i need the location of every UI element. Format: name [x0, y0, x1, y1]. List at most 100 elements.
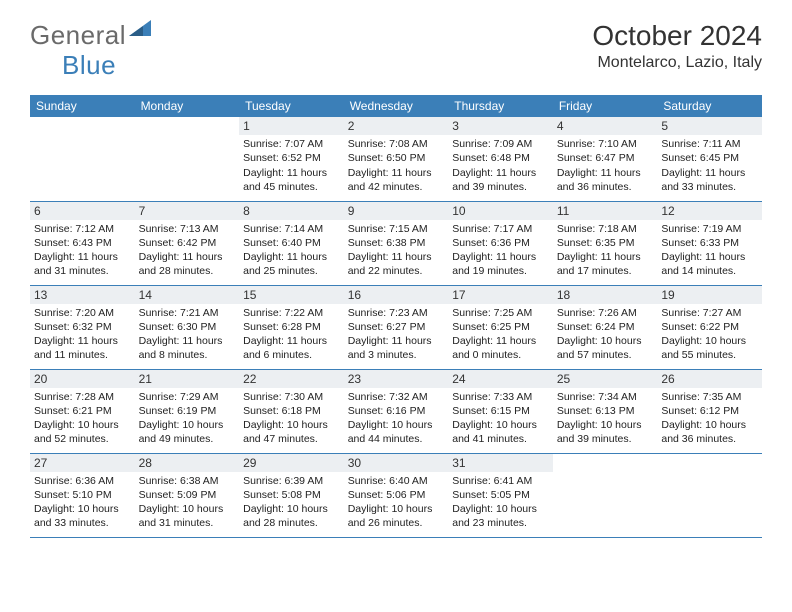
weekday-header-row: Sunday Monday Tuesday Wednesday Thursday…: [30, 95, 762, 117]
sunrise-text: Sunrise: 7:17 AM: [452, 222, 549, 236]
calendar-empty-cell: [553, 453, 658, 537]
daylight-text: and 33 minutes.: [34, 516, 131, 530]
sunrise-text: Sunrise: 7:18 AM: [557, 222, 654, 236]
day-number: 23: [344, 370, 449, 388]
calendar-day-cell: 31Sunrise: 6:41 AMSunset: 5:05 PMDayligh…: [448, 453, 553, 537]
daylight-text: and 25 minutes.: [243, 264, 340, 278]
daylight-text: Daylight: 11 hours: [139, 250, 236, 264]
calendar-day-cell: 23Sunrise: 7:32 AMSunset: 6:16 PMDayligh…: [344, 369, 449, 453]
sunrise-text: Sunrise: 7:10 AM: [557, 137, 654, 151]
calendar-day-cell: 7Sunrise: 7:13 AMSunset: 6:42 PMDaylight…: [135, 201, 240, 285]
sunrise-text: Sunrise: 6:38 AM: [139, 474, 236, 488]
sunrise-text: Sunrise: 7:35 AM: [661, 390, 758, 404]
daylight-text: and 33 minutes.: [661, 180, 758, 194]
daylight-text: Daylight: 10 hours: [34, 502, 131, 516]
sunset-text: Sunset: 5:10 PM: [34, 488, 131, 502]
sunset-text: Sunset: 6:22 PM: [661, 320, 758, 334]
sunset-text: Sunset: 6:42 PM: [139, 236, 236, 250]
daylight-text: and 19 minutes.: [452, 264, 549, 278]
sunset-text: Sunset: 6:36 PM: [452, 236, 549, 250]
daylight-text: and 22 minutes.: [348, 264, 445, 278]
calendar-day-cell: 3Sunrise: 7:09 AMSunset: 6:48 PMDaylight…: [448, 117, 553, 201]
daylight-text: and 36 minutes.: [557, 180, 654, 194]
sunrise-text: Sunrise: 7:14 AM: [243, 222, 340, 236]
sunrise-text: Sunrise: 7:12 AM: [34, 222, 131, 236]
day-number: 21: [135, 370, 240, 388]
daylight-text: Daylight: 11 hours: [661, 166, 758, 180]
sunset-text: Sunset: 6:45 PM: [661, 151, 758, 165]
sunrise-text: Sunrise: 7:22 AM: [243, 306, 340, 320]
sunrise-text: Sunrise: 7:09 AM: [452, 137, 549, 151]
daylight-text: and 44 minutes.: [348, 432, 445, 446]
day-number: 25: [553, 370, 658, 388]
sunset-text: Sunset: 6:13 PM: [557, 404, 654, 418]
calendar-day-cell: 30Sunrise: 6:40 AMSunset: 5:06 PMDayligh…: [344, 453, 449, 537]
sunrise-text: Sunrise: 6:36 AM: [34, 474, 131, 488]
sunset-text: Sunset: 6:43 PM: [34, 236, 131, 250]
sunset-text: Sunset: 6:30 PM: [139, 320, 236, 334]
logo: General: [30, 20, 151, 51]
day-number: 29: [239, 454, 344, 472]
day-number: 18: [553, 286, 658, 304]
daylight-text: Daylight: 11 hours: [557, 166, 654, 180]
daylight-text: and 57 minutes.: [557, 348, 654, 362]
sunrise-text: Sunrise: 6:39 AM: [243, 474, 340, 488]
sunrise-text: Sunrise: 7:28 AM: [34, 390, 131, 404]
day-number: 16: [344, 286, 449, 304]
daylight-text: and 41 minutes.: [452, 432, 549, 446]
weekday-header: Tuesday: [239, 95, 344, 117]
daylight-text: and 55 minutes.: [661, 348, 758, 362]
daylight-text: Daylight: 11 hours: [348, 334, 445, 348]
calendar-week-row: 13Sunrise: 7:20 AMSunset: 6:32 PMDayligh…: [30, 285, 762, 369]
logo-triangle-icon: [129, 12, 151, 43]
daylight-text: and 28 minutes.: [243, 516, 340, 530]
calendar-day-cell: 10Sunrise: 7:17 AMSunset: 6:36 PMDayligh…: [448, 201, 553, 285]
weekday-header: Thursday: [448, 95, 553, 117]
day-number: 11: [553, 202, 658, 220]
sunset-text: Sunset: 6:48 PM: [452, 151, 549, 165]
calendar-day-cell: 15Sunrise: 7:22 AMSunset: 6:28 PMDayligh…: [239, 285, 344, 369]
daylight-text: and 45 minutes.: [243, 180, 340, 194]
sunset-text: Sunset: 6:25 PM: [452, 320, 549, 334]
day-number: 30: [344, 454, 449, 472]
sunset-text: Sunset: 6:16 PM: [348, 404, 445, 418]
sunrise-text: Sunrise: 7:34 AM: [557, 390, 654, 404]
location: Montelarco, Lazio, Italy: [592, 54, 762, 72]
daylight-text: and 8 minutes.: [139, 348, 236, 362]
sunset-text: Sunset: 6:27 PM: [348, 320, 445, 334]
logo-text-blue: Blue: [62, 50, 116, 81]
sunset-text: Sunset: 5:05 PM: [452, 488, 549, 502]
calendar-week-row: 20Sunrise: 7:28 AMSunset: 6:21 PMDayligh…: [30, 369, 762, 453]
day-number: 12: [657, 202, 762, 220]
calendar-day-cell: 8Sunrise: 7:14 AMSunset: 6:40 PMDaylight…: [239, 201, 344, 285]
sunset-text: Sunset: 6:18 PM: [243, 404, 340, 418]
sunrise-text: Sunrise: 7:08 AM: [348, 137, 445, 151]
sunset-text: Sunset: 6:47 PM: [557, 151, 654, 165]
sunset-text: Sunset: 6:19 PM: [139, 404, 236, 418]
calendar-week-row: 6Sunrise: 7:12 AMSunset: 6:43 PMDaylight…: [30, 201, 762, 285]
sunrise-text: Sunrise: 7:07 AM: [243, 137, 340, 151]
day-number: 31: [448, 454, 553, 472]
sunset-text: Sunset: 5:06 PM: [348, 488, 445, 502]
daylight-text: Daylight: 10 hours: [243, 418, 340, 432]
sunset-text: Sunset: 6:15 PM: [452, 404, 549, 418]
calendar-day-cell: 9Sunrise: 7:15 AMSunset: 6:38 PMDaylight…: [344, 201, 449, 285]
calendar-day-cell: 28Sunrise: 6:38 AMSunset: 5:09 PMDayligh…: [135, 453, 240, 537]
sunrise-text: Sunrise: 7:13 AM: [139, 222, 236, 236]
daylight-text: Daylight: 10 hours: [348, 502, 445, 516]
daylight-text: and 52 minutes.: [34, 432, 131, 446]
calendar-day-cell: 17Sunrise: 7:25 AMSunset: 6:25 PMDayligh…: [448, 285, 553, 369]
day-number: 19: [657, 286, 762, 304]
logo-text-gray: General: [30, 20, 126, 51]
weekday-header: Wednesday: [344, 95, 449, 117]
daylight-text: and 0 minutes.: [452, 348, 549, 362]
day-number: 3: [448, 117, 553, 135]
daylight-text: Daylight: 11 hours: [34, 334, 131, 348]
daylight-text: and 31 minutes.: [34, 264, 131, 278]
calendar-day-cell: 13Sunrise: 7:20 AMSunset: 6:32 PMDayligh…: [30, 285, 135, 369]
day-number: 8: [239, 202, 344, 220]
daylight-text: Daylight: 10 hours: [557, 418, 654, 432]
daylight-text: Daylight: 11 hours: [452, 334, 549, 348]
calendar-day-cell: 4Sunrise: 7:10 AMSunset: 6:47 PMDaylight…: [553, 117, 658, 201]
weekday-header: Sunday: [30, 95, 135, 117]
